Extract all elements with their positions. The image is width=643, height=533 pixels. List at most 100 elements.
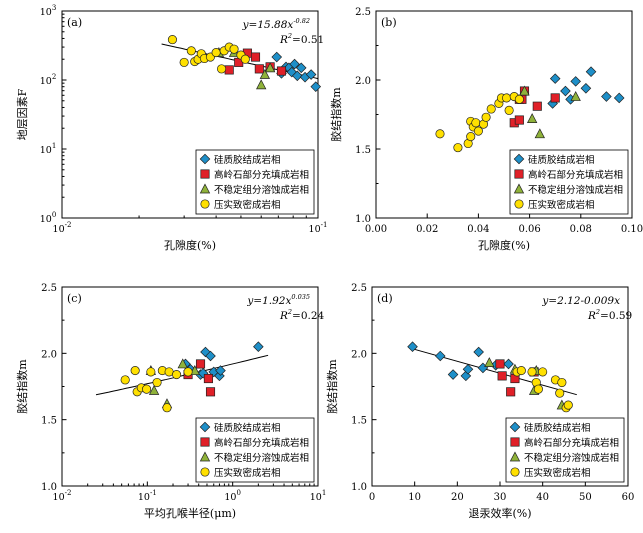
data-point: [186, 46, 196, 56]
data-point: [289, 58, 300, 70]
y-tick-label: 1.5: [351, 416, 367, 427]
legend-label: 高岭石部分充填成岩相: [214, 437, 309, 449]
legend-label: 不稳定组分溶蚀成岩相: [528, 184, 623, 196]
data-point: [495, 359, 505, 369]
x-axis-label: 平均孔喉半径(μm): [144, 506, 236, 520]
x-tick-label: 10-1: [138, 489, 157, 503]
y-tick-label: 1.0: [355, 214, 371, 225]
data-point: [195, 359, 206, 369]
chart-panel-d: 0 10 20 30 40 50 60 1.0 1.5 2.0 2.5 退汞效率(%) 胶结指数m (d)…: [325, 283, 634, 520]
legend-marker: [509, 451, 521, 462]
data-point: [570, 91, 581, 101]
data-point: [152, 377, 162, 388]
data-point: [550, 93, 560, 103]
data-point: [179, 57, 189, 67]
y-tick-label: 2.5: [351, 283, 367, 294]
legend-marker: [510, 467, 520, 477]
legend-box: [509, 149, 629, 215]
y-axis-label: 胶结指数m: [329, 87, 343, 142]
data-point: [549, 73, 561, 84]
legend-marker: [199, 183, 211, 194]
legend-label: 硅质胶结成岩相: [214, 422, 281, 434]
data-point: [224, 65, 234, 75]
y-tick-label: 1.5: [355, 145, 371, 156]
legend-label: 高岭石部分充填成岩相: [214, 169, 309, 181]
x-tick-label: 0.04: [467, 224, 489, 235]
data-point: [205, 350, 216, 362]
legend-marker: [200, 199, 210, 209]
data-point: [254, 64, 264, 74]
y-tick-label: 2.0: [41, 349, 57, 360]
data-point: [229, 44, 239, 54]
data-point: [526, 113, 538, 123]
panel-label: (a): [67, 16, 82, 29]
legend-label: 压实致密成岩相: [214, 467, 281, 479]
fit-line: [410, 347, 577, 396]
chart-panel-b: 0.00 0.02 0.04 0.06 0.08 0.10 1.0 1.5 2.0 2.5 孔隙度(…: [329, 7, 643, 252]
x-tick-label: 50: [579, 492, 592, 503]
data-point: [167, 35, 177, 45]
series-dissolution: [519, 85, 581, 139]
legend-box: [505, 417, 625, 483]
series-silica: [547, 66, 625, 109]
data-point: [183, 367, 193, 377]
legend-marker: [514, 199, 524, 209]
data-point: [473, 346, 484, 358]
data-point: [557, 377, 567, 388]
data-point: [538, 367, 548, 377]
legend-marker: [509, 421, 521, 433]
legend-label: 高岭石部分充填成岩相: [528, 169, 623, 181]
data-point: [259, 68, 271, 79]
x-tick-label: 0.10: [621, 224, 643, 235]
legend-marker: [510, 437, 520, 447]
legend-marker: [514, 169, 524, 179]
y-axis-label: 胶结指数m: [325, 359, 339, 414]
x-tick-label: 10-2: [53, 489, 72, 503]
data-point: [217, 64, 227, 74]
legend-label: 压实致密成岩相: [214, 199, 281, 211]
legend-box: [195, 149, 315, 215]
data-point: [172, 370, 182, 380]
x-tick-label: 40: [536, 492, 549, 503]
y-axis-label: 胶结指数m: [15, 359, 29, 414]
data-point: [250, 52, 261, 62]
legend-label: 硅质胶结成岩相: [214, 154, 281, 166]
data-point: [276, 66, 287, 76]
data-point: [601, 91, 612, 102]
r-squared-text: R2=0.59: [587, 308, 632, 322]
data-point: [514, 94, 524, 104]
data-point: [570, 76, 581, 87]
data-point: [453, 143, 463, 153]
x-tick-label: 10: [408, 492, 421, 503]
data-point: [555, 388, 565, 398]
data-point: [447, 369, 459, 380]
data-point: [503, 358, 514, 370]
data-point: [146, 367, 156, 377]
data-point: [310, 81, 322, 92]
data-point: [473, 126, 483, 136]
x-tick-label: 0.02: [416, 224, 438, 235]
y-axis-label: 地层因素F: [16, 88, 29, 140]
x-tick-label: 0: [369, 492, 375, 503]
x-tick-label: 0.00: [365, 224, 387, 235]
legend-marker: [200, 169, 210, 179]
data-point: [486, 104, 496, 114]
data-point: [580, 82, 592, 94]
data-point: [527, 367, 537, 377]
x-axis-label: 退汞效率(%): [468, 506, 531, 520]
data-point: [506, 387, 516, 397]
x-tick-label: 101: [310, 489, 327, 503]
legend-marker: [513, 183, 525, 194]
legend-label: 硅质胶结成岩相: [524, 422, 591, 434]
data-point: [256, 79, 267, 90]
data-point: [148, 384, 160, 395]
data-point: [497, 371, 507, 381]
data-point: [264, 62, 276, 73]
data-point: [532, 101, 542, 111]
data-point: [481, 112, 491, 122]
data-point: [200, 346, 211, 358]
y-tick-label: 2.0: [351, 349, 367, 360]
